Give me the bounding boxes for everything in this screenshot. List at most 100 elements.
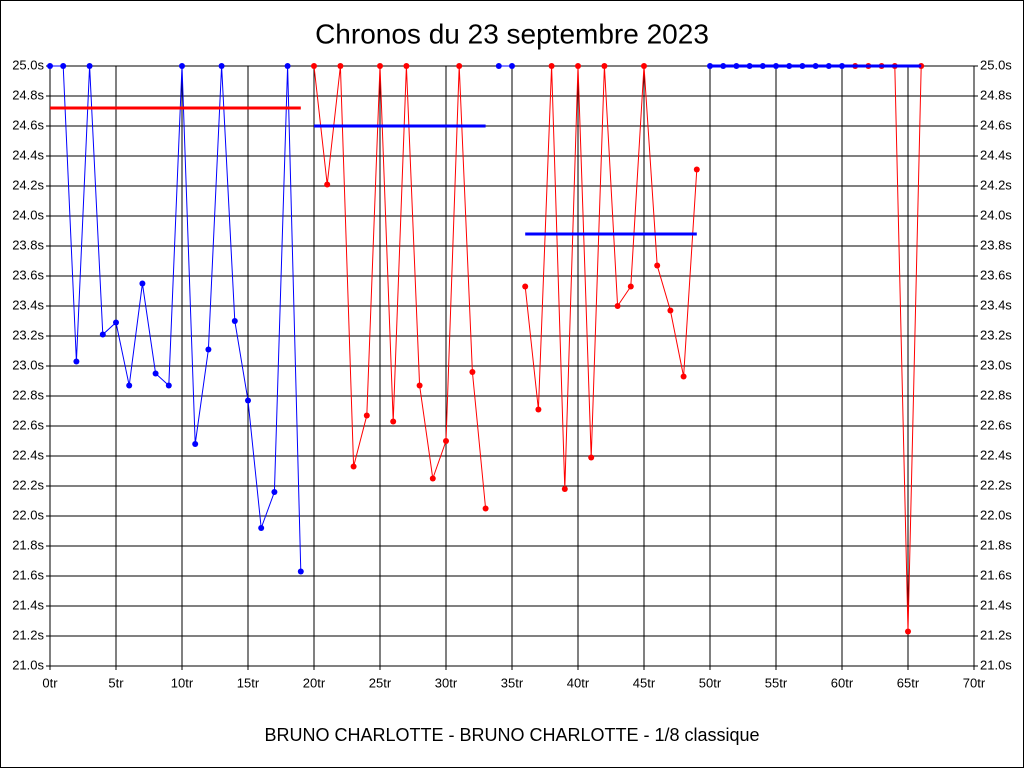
data-point (456, 63, 463, 69)
y-tick-label: 21.4s (12, 597, 44, 612)
x-tick-label: 50tr (699, 675, 722, 690)
y2-tick-label: 24.6s (980, 117, 1012, 132)
series-line (524, 65, 698, 490)
y-tick-label: 22.0s (12, 507, 44, 522)
y-tick-label: 23.2s (12, 327, 44, 342)
data-point (627, 283, 634, 290)
data-point (390, 418, 397, 425)
data-point (905, 628, 911, 635)
x-tick-label: 20tr (303, 675, 326, 690)
x-axis-label: BRUNO CHARLOTTE - BRUNO CHARLOTTE - 1/8 … (264, 725, 759, 745)
data-point (47, 63, 53, 69)
y2-tick-label: 21.8s (980, 537, 1012, 552)
data-point (73, 358, 80, 365)
y-tick-label: 21.0s (12, 657, 44, 672)
y2-tick-label: 22.0s (980, 507, 1012, 522)
series-line (50, 65, 302, 572)
y-tick-label: 24.4s (12, 147, 44, 162)
data-point (667, 307, 674, 314)
y-tick-label: 22.2s (12, 477, 44, 492)
y2-tick-label: 22.8s (980, 387, 1012, 402)
data-point (152, 370, 159, 377)
y2-tick-label: 24.4s (980, 147, 1012, 162)
data-point (258, 525, 265, 531)
data-point (575, 63, 581, 69)
data-point (60, 63, 67, 69)
data-point (601, 63, 608, 69)
data-point (548, 63, 555, 69)
y2-tick-label: 24.0s (980, 207, 1012, 222)
y2-tick-label: 23.8s (980, 237, 1012, 252)
y2-tick-label: 25.0s (980, 57, 1012, 72)
y2-tick-label: 23.2s (980, 327, 1012, 342)
data-point (324, 181, 331, 188)
chart-title: Chronos du 23 septembre 2023 (315, 18, 709, 49)
x-tick-label: 40tr (567, 675, 590, 690)
x-tick-label: 25tr (369, 675, 392, 690)
y-tick-label: 24.6s (12, 117, 44, 132)
data-point (245, 397, 251, 404)
y-tick-label: 24.8s (12, 87, 44, 102)
data-point (429, 475, 436, 482)
y-tick-label: 24.0s (12, 207, 44, 222)
y2-tick-label: 23.6s (980, 267, 1012, 282)
y-tick-label: 24.2s (12, 177, 44, 192)
data-point (126, 382, 133, 389)
x-tick-label: 10tr (171, 675, 194, 690)
data-point (509, 63, 515, 69)
data-point (192, 441, 199, 447)
data-point (165, 382, 172, 389)
y2-tick-label: 23.4s (980, 297, 1012, 312)
x-tick-label: 35tr (501, 675, 524, 690)
data-point (350, 463, 357, 470)
data-point (284, 63, 291, 69)
y-tick-label: 23.8s (12, 237, 44, 252)
data-point (561, 486, 568, 492)
y2-tick-label: 22.6s (980, 417, 1012, 432)
data-point (311, 63, 317, 69)
y2-tick-label: 21.0s (980, 657, 1012, 672)
data-point (113, 319, 119, 326)
data-point (495, 63, 502, 69)
data-point (443, 438, 449, 444)
data-point (693, 166, 700, 173)
data-point (522, 283, 529, 290)
y-tick-label: 23.6s (12, 267, 44, 282)
data-point (231, 318, 238, 324)
data-point (179, 63, 185, 69)
data-point (469, 369, 476, 375)
data-point (641, 63, 647, 69)
series-line (313, 65, 487, 509)
data-point (99, 331, 106, 338)
y-tick-label: 22.8s (12, 387, 44, 402)
data-point (297, 568, 304, 575)
x-tick-label: 60tr (831, 675, 854, 690)
y-tick-label: 21.6s (12, 567, 44, 582)
data-point (377, 63, 383, 69)
x-tick-label: 15tr (237, 675, 260, 690)
y2-tick-label: 22.2s (980, 477, 1012, 492)
data-point (535, 406, 542, 413)
y-tick-label: 23.0s (12, 357, 44, 372)
data-point (218, 63, 225, 69)
y-tick-label: 21.2s (12, 627, 44, 642)
data-point (416, 382, 423, 389)
x-tick-label: 55tr (765, 675, 788, 690)
y-tick-label: 25.0s (12, 57, 44, 72)
y2-tick-label: 23.0s (980, 357, 1012, 372)
data-point (680, 373, 687, 380)
x-tick-label: 70tr (963, 675, 986, 690)
data-point (614, 303, 621, 309)
x-tick-label: 65tr (897, 675, 920, 690)
y2-tick-label: 21.6s (980, 567, 1012, 582)
y2-tick-label: 21.2s (980, 627, 1012, 642)
data-point (363, 412, 370, 419)
data-point (403, 63, 410, 69)
y-tick-label: 22.4s (12, 447, 44, 462)
y2-tick-label: 24.8s (980, 87, 1012, 102)
data-point (271, 489, 278, 495)
data-point (337, 63, 344, 69)
x-tick-label: 30tr (435, 675, 458, 690)
y2-tick-label: 24.2s (980, 177, 1012, 192)
